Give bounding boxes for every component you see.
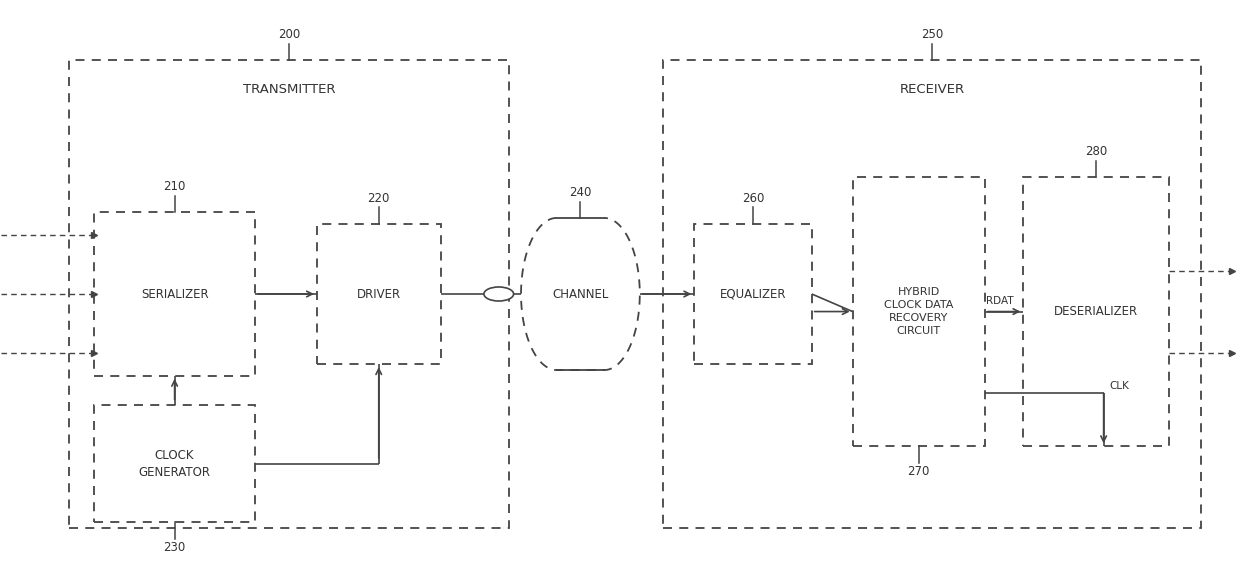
Text: 250: 250 [921, 28, 944, 41]
Bar [94, 405, 255, 522]
Text: 260: 260 [742, 192, 764, 205]
Text: EQUALIZER: EQUALIZER [719, 288, 786, 300]
Text: 240: 240 [569, 186, 591, 199]
Bar [69, 60, 508, 528]
Bar [694, 224, 812, 364]
Text: DRIVER: DRIVER [357, 288, 401, 300]
Text: DESERIALIZER: DESERIALIZER [1054, 305, 1138, 318]
Text: RDAT: RDAT [986, 296, 1014, 306]
Text: 200: 200 [278, 28, 300, 41]
Text: CHANNEL: CHANNEL [552, 288, 609, 300]
Bar [663, 60, 1202, 528]
Text: RECEIVER: RECEIVER [900, 83, 965, 96]
Bar [317, 224, 440, 364]
Text: 210: 210 [164, 181, 186, 193]
Circle shape [484, 287, 513, 301]
Text: SERIALIZER: SERIALIZER [141, 288, 208, 300]
Text: 230: 230 [164, 541, 186, 554]
Text: 220: 220 [367, 192, 389, 205]
Text: TRANSMITTER: TRANSMITTER [243, 83, 335, 96]
Text: 280: 280 [1085, 145, 1107, 158]
Bar [1023, 177, 1169, 446]
Text: CLOCK
GENERATOR: CLOCK GENERATOR [139, 449, 211, 479]
Bar [853, 177, 985, 446]
Bar [94, 212, 255, 376]
Text: HYBRID
CLOCK DATA
RECOVERY
CIRCUIT: HYBRID CLOCK DATA RECOVERY CIRCUIT [884, 287, 954, 336]
Text: 270: 270 [908, 465, 930, 478]
Text: CLK: CLK [1110, 380, 1130, 390]
